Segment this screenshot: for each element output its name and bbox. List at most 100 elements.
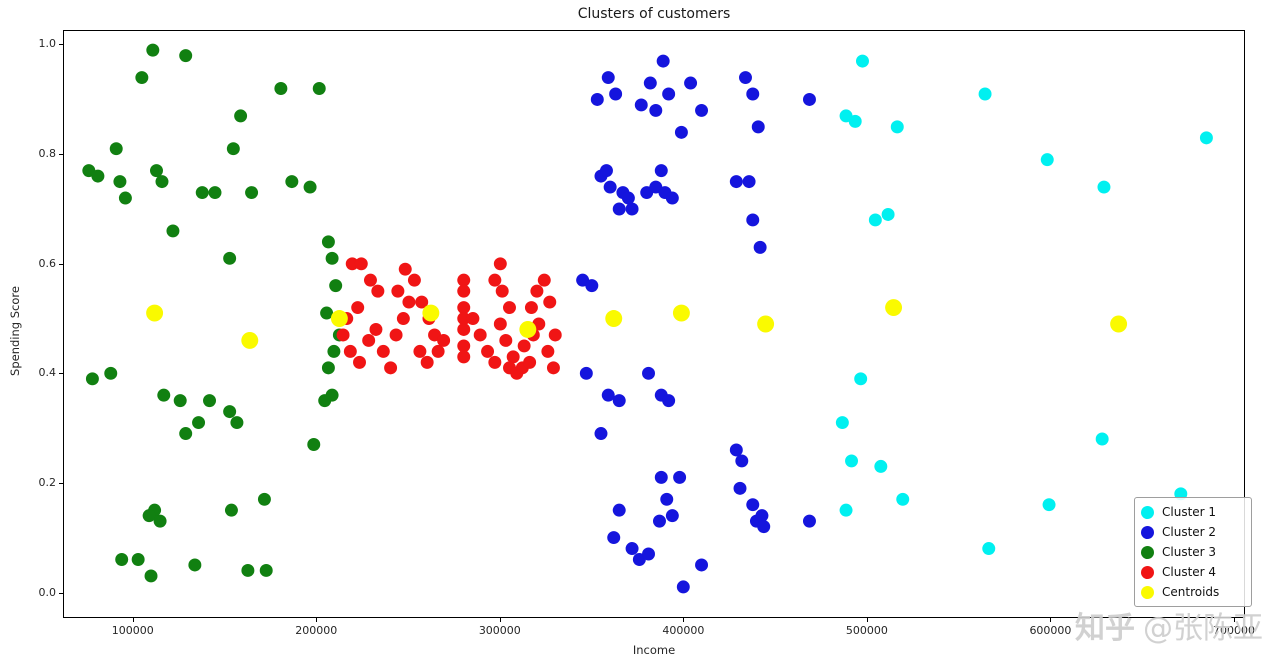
data-point (523, 355, 537, 369)
data-point (230, 416, 244, 430)
data-point (612, 394, 626, 408)
data-point (457, 312, 471, 325)
data-point (845, 454, 859, 468)
data-point (407, 273, 421, 287)
data-point (391, 284, 405, 298)
y-tick-label: 1.0 (38, 36, 57, 50)
data-point (537, 273, 551, 287)
x-tick-mark (1050, 618, 1052, 622)
legend-swatch-cluster-1 (1141, 505, 1154, 519)
data-point (673, 470, 687, 484)
legend-swatch-cluster-3 (1141, 545, 1154, 559)
data-point (1095, 432, 1109, 446)
data-point (499, 333, 513, 347)
data-point (321, 235, 335, 249)
data-point (856, 54, 869, 68)
data-point (1199, 131, 1213, 145)
data-point (885, 299, 903, 317)
data-point (519, 321, 537, 338)
data-point (431, 344, 445, 358)
data-point (1110, 315, 1128, 333)
x-tick-mark (499, 618, 501, 622)
data-point (457, 350, 471, 364)
data-point (735, 454, 749, 468)
series-cluster-1 (835, 54, 1213, 556)
data-point (653, 514, 666, 528)
y-tick-mark (59, 593, 63, 595)
data-point (874, 459, 888, 473)
data-point (307, 438, 321, 451)
data-point (192, 416, 206, 430)
x-tick-label: 600000 (1029, 624, 1072, 637)
data-point (437, 333, 451, 347)
data-point (457, 273, 471, 287)
data-point (506, 350, 520, 364)
data-point (601, 388, 615, 402)
data-point (330, 310, 348, 327)
data-point (376, 344, 390, 358)
y-tick-mark (59, 483, 63, 485)
y-tick-mark (59, 43, 63, 45)
data-point (457, 323, 471, 336)
data-point (757, 520, 771, 534)
data-point (665, 191, 679, 205)
data-point (257, 492, 271, 506)
data-point (179, 427, 193, 441)
data-point (488, 273, 502, 287)
data-point (318, 394, 332, 408)
data-point (854, 372, 868, 386)
data-point (179, 49, 193, 63)
data-point (85, 372, 99, 386)
data-point (590, 92, 604, 106)
data-point (695, 103, 709, 117)
data-point (109, 142, 123, 156)
x-tick-label: 400000 (662, 624, 705, 637)
data-point (660, 492, 674, 506)
y-axis-label: Spending Score (8, 286, 22, 376)
data-point (363, 273, 377, 287)
x-tick-label: 200000 (295, 624, 338, 637)
legend-item-cluster-3: Cluster 3 (1141, 542, 1245, 562)
data-point (530, 284, 544, 298)
data-point (676, 580, 690, 594)
data-point (420, 355, 434, 369)
data-point (524, 301, 538, 315)
data-point (413, 344, 427, 358)
data-point (226, 142, 240, 156)
x-tick-mark (866, 618, 868, 622)
data-point (493, 257, 507, 271)
data-point (104, 366, 118, 380)
data-point (320, 306, 334, 320)
data-point (739, 71, 752, 85)
data-point (742, 175, 756, 189)
data-point (415, 295, 429, 309)
data-point (457, 339, 471, 353)
data-point (473, 328, 487, 342)
x-tick-label: 700000 (1212, 624, 1255, 637)
data-point (746, 498, 760, 512)
data-point (481, 344, 495, 358)
data-point (746, 213, 760, 227)
data-point (223, 251, 237, 265)
series-cluster-3 (82, 43, 346, 583)
data-point (757, 315, 775, 333)
data-point (115, 553, 129, 566)
data-point (327, 344, 341, 358)
data-point (146, 43, 160, 57)
data-point (695, 558, 709, 572)
data-point (384, 361, 398, 375)
data-point (371, 284, 385, 298)
data-point (188, 558, 202, 572)
data-point (605, 310, 623, 327)
data-point (642, 547, 655, 561)
data-point (603, 180, 617, 194)
data-point (1042, 498, 1056, 512)
data-point (607, 531, 621, 545)
data-point (546, 361, 560, 375)
data-point (241, 331, 259, 349)
data-point (303, 180, 317, 194)
x-tick-label: 100000 (111, 624, 154, 637)
data-point (643, 76, 657, 90)
data-point (541, 344, 555, 358)
